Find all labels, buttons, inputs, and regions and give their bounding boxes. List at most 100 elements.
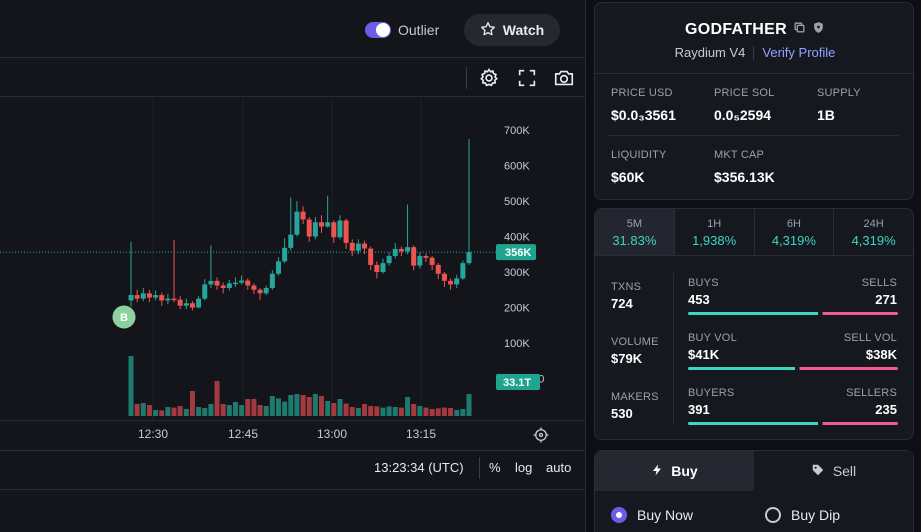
log-scale-button[interactable]: log [515, 460, 533, 475]
candle-body [257, 289, 263, 294]
percent-scale-button[interactable]: % [489, 460, 501, 475]
tab-sell[interactable]: Sell [754, 451, 913, 491]
price-tick-label: 200K [504, 303, 530, 315]
candle-body [392, 248, 398, 257]
camera-icon[interactable] [553, 67, 575, 89]
chart-footer: 13:23:34 (UTC) % log auto [0, 450, 586, 490]
divider [609, 135, 899, 136]
candle-body [153, 295, 159, 298]
tab-24h[interactable]: 24H 4,319% [834, 209, 913, 255]
makers-value: 530 [611, 406, 633, 421]
volume-bar [294, 394, 300, 416]
period-change: 4,319% [851, 233, 896, 248]
volume-bar [128, 356, 134, 416]
tab-1h[interactable]: 1H 1,938% [675, 209, 755, 255]
volume-badge [496, 374, 540, 390]
watch-button[interactable]: Watch [464, 14, 560, 46]
volume-bar [275, 398, 281, 416]
candle-body [159, 295, 165, 301]
volume-bar [208, 404, 214, 416]
auto-scale-button[interactable]: auto [546, 460, 572, 475]
divider [753, 45, 755, 60]
gear-icon[interactable] [478, 67, 500, 89]
candle-body [282, 247, 288, 262]
volume-label: VOLUME [611, 336, 659, 348]
price-tick-label: 700K [504, 125, 530, 137]
mkt-cap-label: MKT CAP [714, 149, 765, 161]
copy-icon[interactable] [793, 21, 806, 39]
candle-body [337, 220, 343, 238]
txns-label: TXNS [611, 281, 642, 293]
tag-icon [811, 463, 825, 480]
buy-now-option[interactable]: Buy Now [611, 507, 693, 523]
time-tick: 12:30 [137, 427, 169, 441]
volume-bar [331, 403, 337, 416]
buy-marker [111, 304, 137, 330]
buy-sell-bar [688, 367, 898, 370]
txns-value: 724 [611, 296, 633, 311]
utc-clock[interactable]: 13:23:34 (UTC) [374, 460, 464, 475]
sellers-label: SELLERS [846, 387, 897, 399]
candle-body [460, 263, 466, 279]
volume-bar [319, 396, 325, 416]
volume-bar [214, 381, 220, 416]
verify-profile-link[interactable]: Verify Profile [762, 45, 836, 60]
divider [673, 273, 674, 425]
volume-bar [226, 405, 232, 416]
toggle-knob [376, 23, 390, 37]
buy-dip-option[interactable]: Buy Dip [765, 507, 840, 523]
candle-body [306, 219, 312, 237]
candle-body [294, 211, 300, 235]
tab-buy[interactable]: Buy [595, 451, 754, 491]
sell-vol-value: $38K [865, 347, 897, 362]
volume-bar [220, 404, 226, 416]
period-name: 6H [786, 218, 801, 230]
volume-bar [251, 399, 257, 416]
volume-bar [349, 407, 355, 416]
volume-bar [239, 405, 245, 416]
volume-bar [337, 399, 343, 416]
candle-body [355, 243, 361, 251]
volume-bar [374, 406, 380, 416]
volume-bar [405, 397, 411, 416]
chart-toolbar [0, 59, 586, 97]
volume-bar [368, 406, 374, 416]
outlier-label: Outlier [398, 22, 440, 38]
current-price-label: 356K [505, 247, 531, 259]
tab-6h[interactable]: 6H 4,319% [755, 209, 835, 255]
volume-label: 33.1T [503, 377, 531, 389]
candle-body [398, 248, 404, 252]
volume-bar [380, 407, 386, 416]
volume-bar [460, 409, 466, 416]
lightning-icon [651, 463, 663, 480]
candle-body [435, 264, 441, 274]
outlier-toggle[interactable] [365, 22, 391, 38]
chart-panel: Outlier Watch 700K 600K 500K 400K 300K 200K 10… [0, 0, 586, 532]
tab-5m[interactable]: 5M 31.83% [595, 209, 675, 255]
volume-bar [441, 407, 447, 416]
star-icon [480, 21, 496, 40]
radio-selected-icon [611, 507, 627, 523]
price-chart[interactable]: 700K600K500K400K300K200K100K-100000356K3… [0, 98, 586, 420]
price-usd-label: PRICE USD [611, 87, 673, 99]
candle-body [232, 282, 238, 285]
volume-bar [134, 404, 140, 416]
watch-label: Watch [502, 22, 545, 38]
volume-bar [411, 404, 417, 416]
candle-body [312, 222, 318, 237]
candle-body [300, 211, 306, 220]
volume-bar [146, 405, 152, 416]
fullscreen-icon[interactable] [516, 67, 538, 89]
candle-body [331, 222, 337, 238]
candle-body [374, 264, 380, 272]
candle-body [269, 273, 275, 288]
period-change: 4,319% [771, 233, 816, 248]
candle-body [429, 257, 435, 265]
target-icon[interactable] [532, 426, 550, 444]
liquidity-label: LIQUIDITY [611, 149, 667, 161]
sellers-value: 235 [875, 402, 897, 417]
token-info-card: GODFATHER Raydium V4 Verify Profile PRIC… [594, 2, 914, 200]
volume-bar [417, 406, 423, 416]
candle-body [362, 243, 368, 249]
buy-marker-label: B [120, 312, 128, 324]
